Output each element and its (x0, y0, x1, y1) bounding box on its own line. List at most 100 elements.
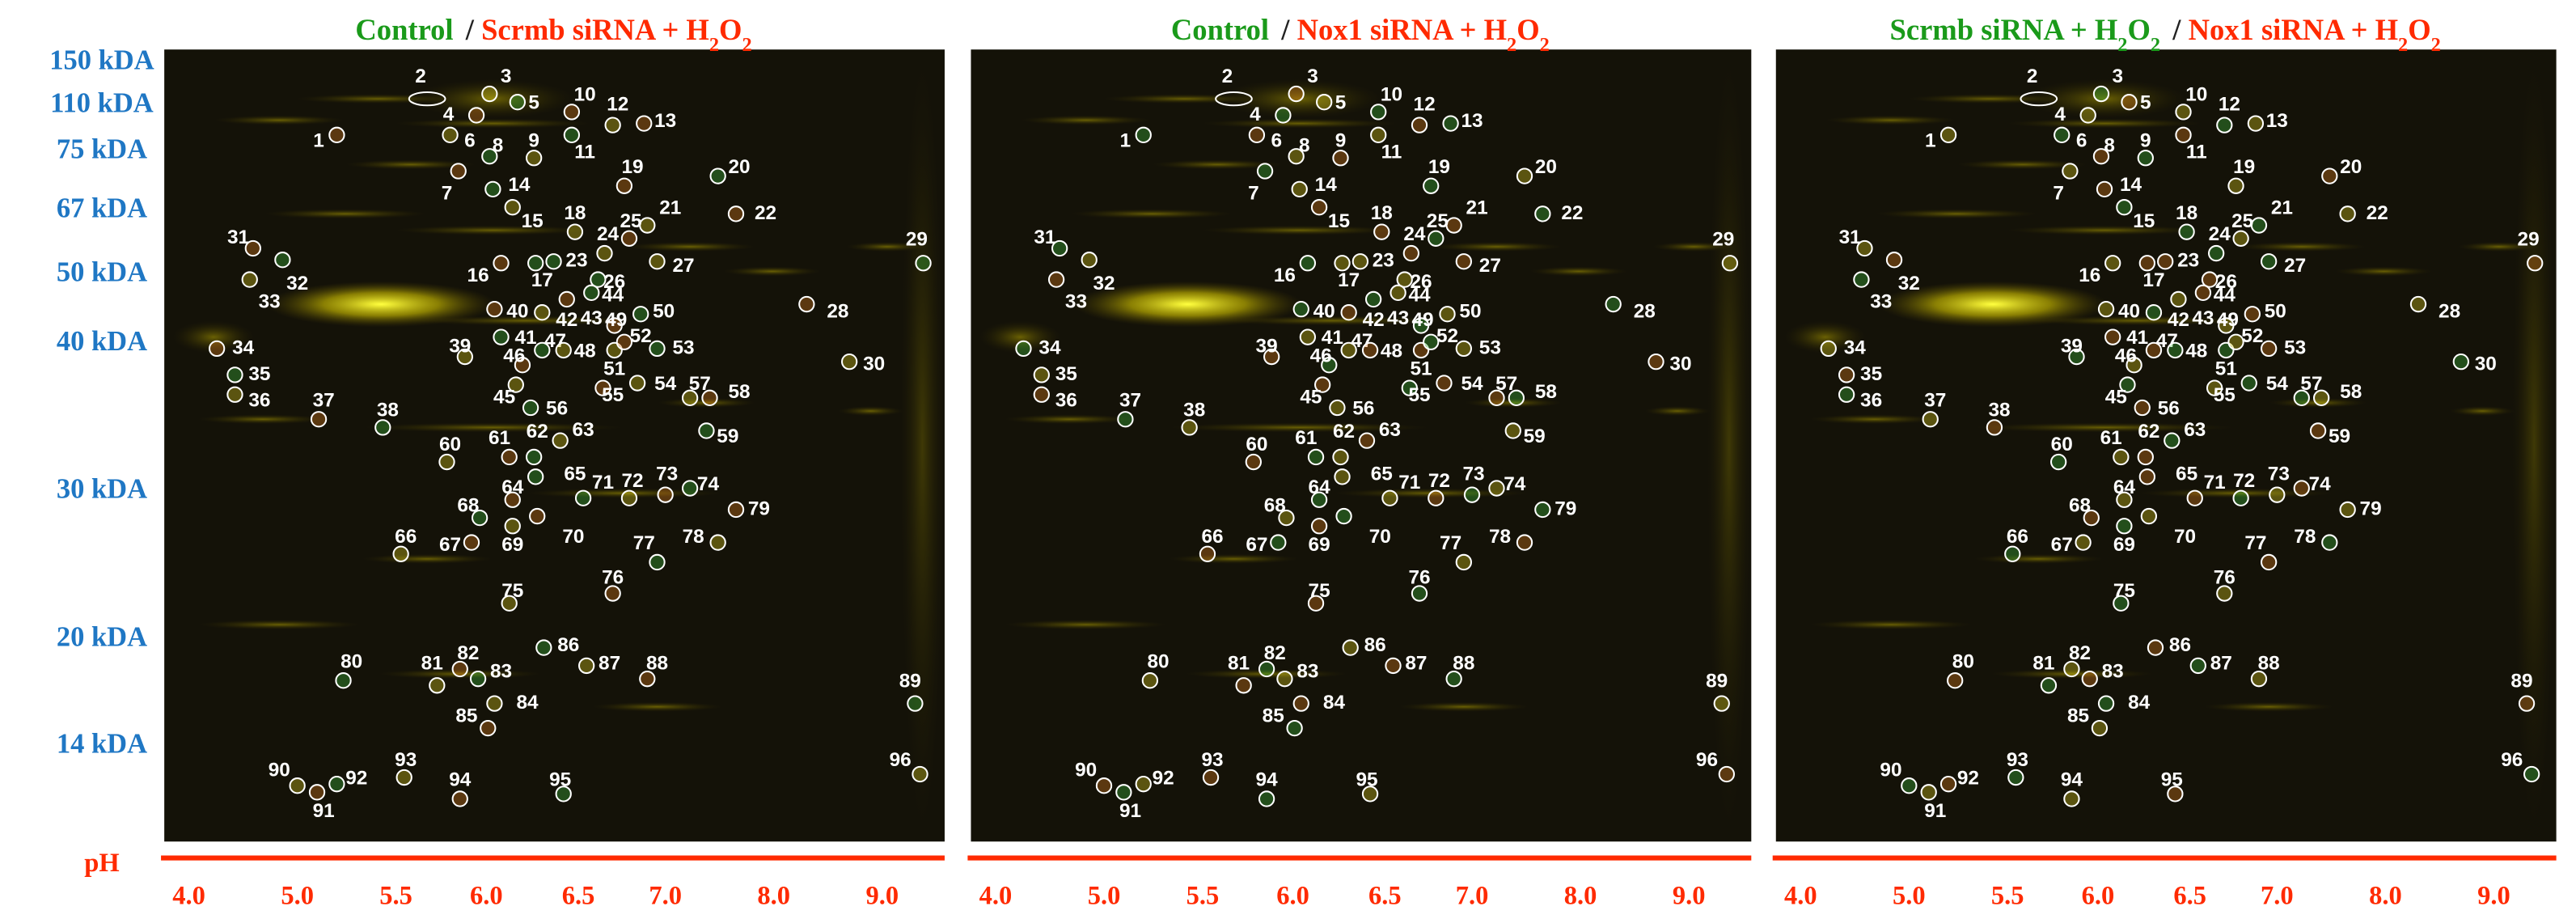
spot-outline (1299, 255, 1317, 272)
spot-label: 61 (1295, 427, 1317, 449)
spot-outline (2321, 167, 2338, 184)
spot-label: 90 (1880, 759, 1901, 781)
spot-outline (1390, 284, 1406, 301)
spot-label: 88 (1453, 652, 1474, 674)
spot-label: 65 (564, 464, 586, 485)
spot-label: 21 (1466, 197, 1488, 219)
spot-label: 30 (2475, 354, 2497, 375)
spot-label: 79 (2360, 498, 2382, 519)
spot-label: 23 (1373, 250, 1394, 272)
spot-outline (2121, 94, 2138, 111)
spot-label: 30 (863, 354, 885, 375)
spot-outline (915, 255, 932, 272)
spot-label: 51 (603, 358, 625, 380)
gel-streak (1463, 397, 1563, 409)
gel-blob (172, 320, 255, 354)
spot-outline (2175, 126, 2192, 143)
spot-label: 18 (2176, 202, 2197, 224)
spot-label: 22 (2367, 202, 2388, 224)
spot-label: 76 (1408, 567, 1430, 589)
spot-label: 34 (1038, 337, 1061, 358)
spot-label: 73 (656, 464, 678, 485)
spot-label: 85 (2067, 705, 2089, 726)
spot-label: 94 (2061, 769, 2083, 791)
spot-label: 40 (1313, 301, 1335, 323)
spot-label: 28 (827, 301, 848, 323)
spot-outline (615, 333, 633, 350)
spot-label: 34 (232, 337, 255, 358)
spot-outline (709, 534, 726, 551)
spot-outline (620, 230, 638, 247)
spot-outline (471, 509, 489, 527)
spot-label: 73 (2268, 464, 2290, 485)
spot-label: 84 (516, 692, 539, 714)
spot-label: 27 (1479, 255, 1501, 277)
spot-label: 46 (503, 345, 525, 366)
spot-label: 24 (597, 223, 620, 245)
spot-outline (2079, 107, 2096, 124)
spot-label: 91 (313, 800, 335, 822)
title-text: 2 (1507, 34, 1516, 56)
spot-label: 89 (2510, 671, 2532, 692)
spot-label: 72 (1428, 470, 1450, 492)
spot-outline (1901, 777, 1918, 794)
spot-outline (1095, 777, 1113, 794)
spot-label: 60 (439, 434, 461, 455)
gel-blob (1877, 281, 2109, 328)
spot-label: 95 (549, 769, 571, 791)
spot-outline (596, 244, 613, 262)
spot-outline (481, 85, 498, 103)
title-separator: / (459, 13, 481, 46)
spot-outline (1361, 341, 1379, 359)
spot-label: 70 (1369, 526, 1391, 548)
spot-outline (1838, 386, 1855, 403)
spot-label: 50 (1459, 301, 1481, 323)
spot-label: 66 (1202, 526, 1224, 548)
gel-streak (1825, 115, 1957, 125)
spot-label: 73 (1462, 464, 1484, 485)
spot-outline (2309, 422, 2327, 439)
spot-label: 74 (2309, 473, 2332, 495)
spot-label: 92 (1153, 768, 1174, 790)
spot-label: 18 (1371, 202, 1393, 224)
spot-outline (2081, 671, 2098, 688)
spot-label: 81 (421, 652, 443, 674)
gel-streak (2235, 241, 2368, 252)
spot-label: 9 (2140, 129, 2151, 151)
spot-outline (514, 357, 531, 374)
gel-streak (1808, 414, 1940, 425)
spot-outline (1258, 660, 1275, 678)
spot-label: 86 (1364, 634, 1386, 656)
spot-label: 86 (2169, 634, 2191, 656)
spot-label: 3 (2113, 66, 2124, 87)
spot-label: 37 (313, 389, 335, 411)
gel-streak (263, 209, 428, 219)
spot-outline (2145, 304, 2163, 321)
spot-outline (2116, 491, 2133, 508)
spot-outline (1307, 448, 1325, 466)
spot-outline (1516, 534, 1533, 551)
spot-label: 16 (2079, 265, 2100, 286)
spot-label: 1 (1925, 129, 1936, 151)
gel-streak (1431, 241, 1563, 252)
gel-blob (410, 78, 575, 119)
spot-label: 7 (442, 182, 453, 204)
spot-label: 29 (2518, 228, 2540, 250)
mw-label: 75 kDA (57, 133, 147, 164)
title-text: Control (355, 13, 453, 46)
spot-outline (1508, 389, 1525, 406)
gel-streak (1956, 159, 2088, 170)
gel-streak (2269, 397, 2368, 409)
gel-streak (361, 422, 624, 433)
ph-tick-label: 6.0 (2082, 881, 2115, 910)
spot-label: 24 (2209, 223, 2231, 245)
spot-label: 17 (1338, 269, 1360, 291)
spot-outline (1856, 239, 1873, 257)
spot-label: 96 (2501, 749, 2523, 771)
spot-label: 31 (227, 227, 249, 248)
spot-outline (2208, 244, 2225, 262)
spot-label: 89 (1706, 671, 1728, 692)
spot-outline (1713, 695, 1730, 712)
